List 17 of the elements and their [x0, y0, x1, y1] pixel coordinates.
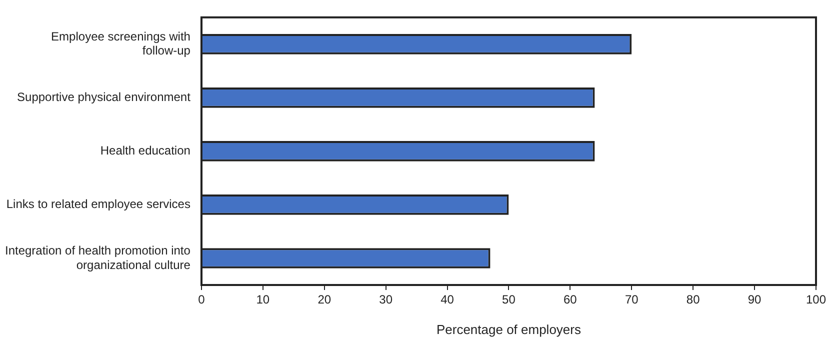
y-tick-label: Employee screenings with follow-up: [51, 29, 191, 58]
x-tick-label: 60: [564, 292, 578, 307]
x-tick-label: 40: [440, 292, 454, 307]
x-tick-label: 0: [198, 292, 206, 307]
x-tick-label: 100: [806, 292, 826, 307]
y-tick-label: Links to related employee services: [6, 197, 190, 212]
x-tick-label: 70: [624, 292, 639, 307]
x-tick-label: 80: [686, 292, 700, 307]
y-tick-label: Integration of health promotion into organizational culture: [4, 243, 191, 272]
x-axis-title: Percentage of employers: [436, 322, 582, 337]
y-tick-label: Supportive physical environment: [17, 90, 192, 104]
y-tick-label: Health education: [100, 144, 190, 158]
x-tick-label: 30: [379, 292, 393, 307]
x-tick-label: 10: [256, 292, 270, 307]
x-tick-label: 50: [502, 292, 516, 307]
x-tick-label: 20: [318, 292, 332, 307]
x-tick-label: 90: [748, 292, 762, 307]
